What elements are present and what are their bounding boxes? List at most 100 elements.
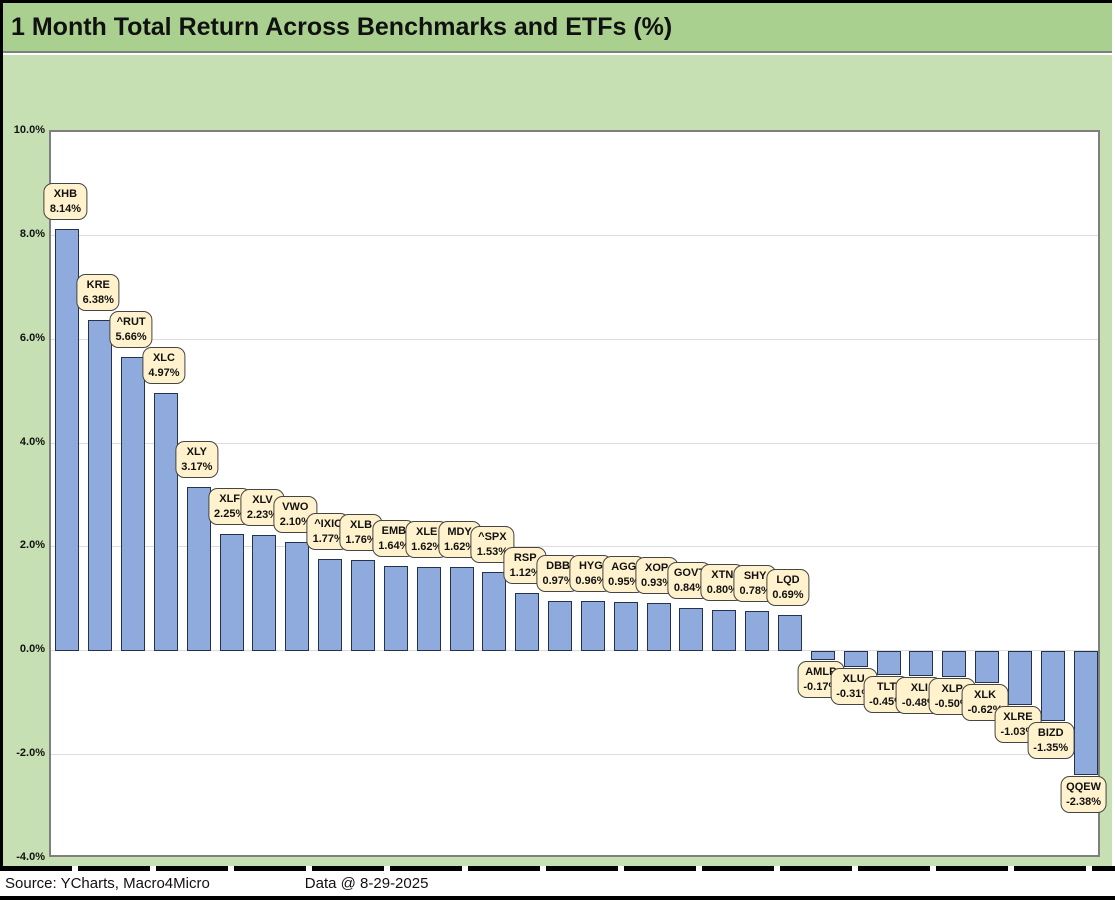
bar-govt xyxy=(679,607,704,652)
plot-area xyxy=(49,130,1100,857)
data-label-callout: QQEW -2.38% xyxy=(1060,775,1108,813)
top-border xyxy=(0,0,1112,3)
y-axis-tick: -4.0% xyxy=(16,851,45,863)
callout-ticker: LQD xyxy=(776,574,800,587)
callout-ticker: XLK xyxy=(974,689,997,702)
callout-value: -1.03% xyxy=(1000,725,1036,738)
bottom-border xyxy=(0,896,1115,900)
bar-kre xyxy=(88,319,113,652)
bar-xop xyxy=(646,602,671,652)
gridline xyxy=(51,234,1098,236)
callout-value: 0.96% xyxy=(575,575,607,588)
footer: Source: YCharts, Macro4Micro Data @ 8-29… xyxy=(0,871,1115,896)
callout-value: 0.93% xyxy=(641,576,673,589)
callout-ticker: ^SPX xyxy=(478,530,507,543)
callout-value: 0.84% xyxy=(673,581,706,594)
callout-ticker: KRE xyxy=(86,278,110,291)
bar-xly xyxy=(186,486,211,652)
callout-value: -0.17% xyxy=(803,681,839,694)
left-border xyxy=(0,0,3,897)
callout-ticker: AMLP xyxy=(805,666,837,679)
y-axis-tick: 2.0% xyxy=(19,539,45,552)
callout-value: 5.66% xyxy=(115,331,147,344)
source-text: Source: YCharts, Macro4Micro xyxy=(5,875,210,892)
bar-xlp xyxy=(942,651,967,678)
callout-value: 1.64% xyxy=(378,540,410,553)
gridline xyxy=(51,546,1098,548)
callout-ticker: XOP xyxy=(644,561,669,574)
bar-hyg xyxy=(580,601,605,652)
bar-xlre xyxy=(1007,651,1032,705)
callout-ticker: XTN xyxy=(711,568,734,581)
bar-agg xyxy=(613,601,638,652)
callout-value: -1.35% xyxy=(1033,742,1069,755)
data-label-callout: XHB 8.14% xyxy=(43,182,88,220)
data-label-callout: XLC 4.97% xyxy=(142,347,186,385)
bar-xlv xyxy=(252,535,277,652)
callout-value: 0.80% xyxy=(706,583,738,596)
callout-value: 1.53% xyxy=(476,545,508,558)
callout-ticker: XLU xyxy=(842,673,865,686)
data-label-callout: LQD 0.69% xyxy=(766,569,810,607)
callout-ticker: XLC xyxy=(152,352,175,365)
callout-value: 6.38% xyxy=(82,293,114,306)
y-axis-tick: 8.0% xyxy=(19,227,45,240)
data-label-callout: XLY 3.17% xyxy=(175,440,219,478)
chart-background: 10.0%8.0%6.0%4.0%2.0%0.0%-2.0%-4.0% Buil… xyxy=(3,55,1112,900)
callout-ticker: TLT xyxy=(876,680,897,693)
data-label-callout: ^SPX 1.53% xyxy=(470,525,514,563)
callout-ticker: SHY xyxy=(743,569,767,582)
callout-ticker: XLE xyxy=(415,526,438,539)
callout-value: 0.69% xyxy=(772,589,804,602)
bar-xhb xyxy=(55,228,80,652)
data-date-text: Data @ 8-29-2025 xyxy=(304,875,429,892)
callout-ticker: XLY xyxy=(186,445,207,458)
data-label-callout: ^RUT 5.66% xyxy=(109,311,153,349)
callout-value: -0.48% xyxy=(901,697,937,710)
bar-emb xyxy=(383,566,408,652)
gridline xyxy=(51,338,1098,340)
bar-xtn xyxy=(712,609,737,652)
bottom-dashed-divider xyxy=(0,866,1115,871)
callout-ticker: XLF xyxy=(219,493,241,506)
bar-xli xyxy=(909,651,934,677)
gridline xyxy=(51,442,1098,444)
bar-ixic xyxy=(318,559,343,652)
y-axis-tick: 0.0% xyxy=(19,643,45,656)
callout-value: 1.76% xyxy=(345,533,377,546)
callout-value: 2.23% xyxy=(246,509,279,522)
callout-ticker: XHB xyxy=(53,187,78,200)
callout-ticker: QQEW xyxy=(1066,780,1101,793)
callout-value: 0.95% xyxy=(608,575,640,588)
callout-value: 3.17% xyxy=(181,460,213,473)
callout-ticker: XLI xyxy=(910,682,928,695)
callout-ticker: GOVT xyxy=(673,566,706,579)
callout-ticker: HYG xyxy=(578,560,603,573)
callout-value: 1.77% xyxy=(312,533,344,546)
callout-ticker: DBB xyxy=(546,559,570,572)
bar-xlb xyxy=(351,559,376,652)
bar-qqew xyxy=(1073,651,1098,775)
bar-xlc xyxy=(153,393,178,652)
callout-value: 1.62% xyxy=(411,541,443,554)
callout-ticker: XLP xyxy=(941,683,963,696)
y-axis-tick: -2.0% xyxy=(16,747,45,760)
gridline xyxy=(51,650,1098,652)
callout-ticker: ^IXIC xyxy=(314,518,343,531)
bar-shy xyxy=(745,610,770,652)
callout-ticker: XLRE xyxy=(1003,710,1033,723)
bar-dbb xyxy=(548,600,573,652)
callout-ticker: ^RUT xyxy=(116,316,146,329)
callout-value: 2.25% xyxy=(214,508,246,521)
bar-bizd xyxy=(1040,651,1065,722)
callout-ticker: XLB xyxy=(350,518,373,531)
data-label-callout: VWO 2.10% xyxy=(273,496,317,534)
bar-xle xyxy=(416,567,441,652)
bar-mdy xyxy=(449,567,474,652)
bar-xlk xyxy=(975,651,1000,684)
bar-xlf xyxy=(219,534,244,652)
callout-ticker: EMB xyxy=(381,525,407,538)
data-label-callout: XLV 2.23% xyxy=(240,489,285,527)
data-label-callout: KRE 6.38% xyxy=(76,273,120,311)
bar-amlp xyxy=(810,651,835,661)
